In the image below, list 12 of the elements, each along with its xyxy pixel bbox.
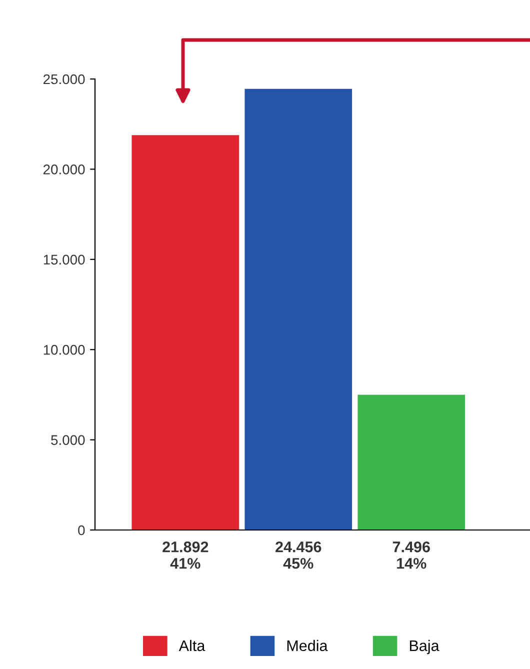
y-tick-label: 0 [78, 525, 85, 536]
y-tick-label: 10.000 [44, 344, 85, 355]
legend-label: Alta [178, 640, 206, 652]
x-tick-label: 21.892 41% [162, 542, 208, 569]
legend-label: Media [287, 640, 328, 652]
x-tick-label: 24.456 45% [276, 542, 322, 569]
y-tick-label: 5.000 [51, 435, 85, 445]
y-tick-label: 15.000 [44, 254, 85, 265]
y-tick-label: 20.000 [44, 164, 85, 174]
legend-label: Baja [410, 640, 440, 654]
x-tick-label: 7.496 14% [392, 542, 430, 569]
y-tick-label: 25.000 [44, 74, 85, 84]
